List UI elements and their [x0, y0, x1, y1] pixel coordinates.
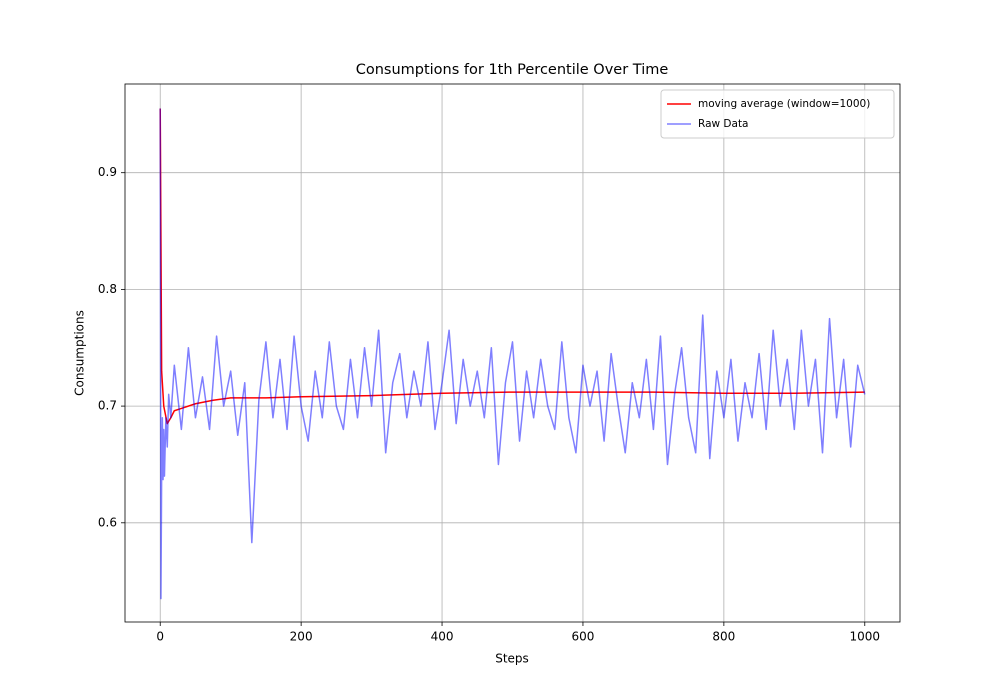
x-tick-label: 1000: [849, 630, 880, 644]
legend-label: moving average (window=1000): [698, 98, 870, 110]
y-tick-label: 0.9: [98, 165, 117, 179]
x-tick-label: 0: [156, 630, 164, 644]
y-axis-label: Consumptions: [73, 310, 87, 396]
legend-label: Raw Data: [698, 118, 749, 130]
x-tick-label: 800: [712, 630, 735, 644]
plot-frame: [124, 83, 901, 623]
x-axis-label: Steps: [495, 652, 529, 666]
y-tick-label: 0.7: [98, 399, 117, 413]
x-tick-label: 200: [290, 630, 313, 644]
chart-title: Consumptions for 1th Percentile Over Tim…: [356, 62, 669, 78]
x-tick-label: 600: [572, 630, 595, 644]
data-line: [159, 108, 866, 600]
y-tick-label: 0.8: [98, 282, 117, 296]
x-tick-label: 400: [431, 630, 454, 644]
y-tick-label: 0.6: [98, 515, 117, 529]
legend-box: [660, 89, 895, 139]
